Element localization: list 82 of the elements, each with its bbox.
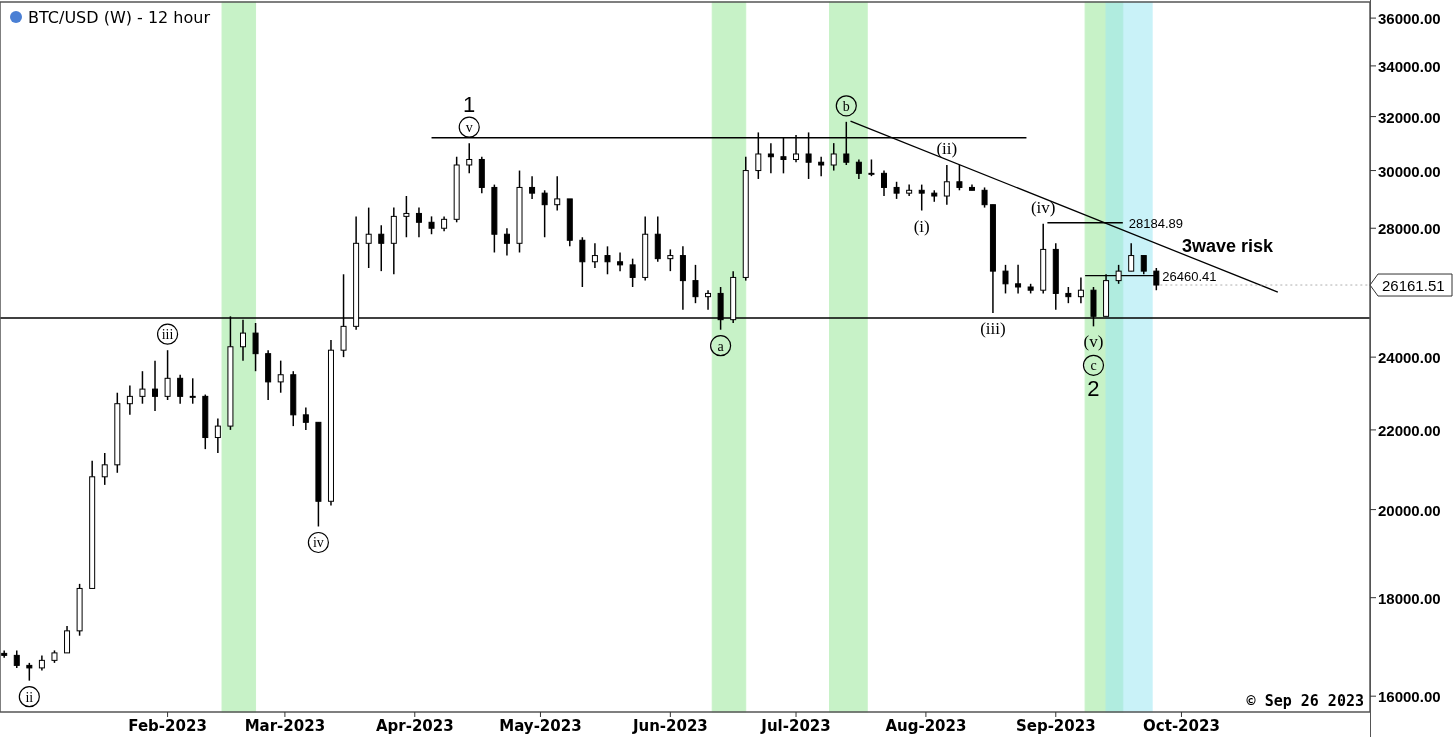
annotation: 1 (463, 92, 476, 118)
candlestick (818, 155, 825, 177)
x-tick-label: Jul-2023 (760, 717, 831, 735)
candlestick (164, 349, 171, 401)
annotation: iii (161, 327, 174, 343)
y-tick-label: 30000.00 (1378, 162, 1441, 180)
candlestick (403, 195, 410, 238)
candlestick (629, 257, 636, 288)
candlestick (1077, 276, 1084, 304)
candlestick (918, 183, 925, 212)
candlestick (277, 359, 284, 394)
candlestick (579, 236, 586, 288)
candlestick (554, 175, 561, 212)
annotation: (i) (913, 216, 930, 236)
annotation: 3wave risk (1182, 235, 1275, 256)
annotation: b (842, 98, 850, 114)
candlestick (64, 625, 71, 654)
candlestick (767, 142, 774, 175)
candlestick (302, 406, 309, 431)
y-tick-label: 18000.00 (1378, 589, 1441, 607)
candlestick (415, 206, 422, 238)
candlestick (126, 384, 133, 416)
annotation: 2 (1087, 376, 1100, 402)
y-tick-label: 20000.00 (1378, 501, 1441, 519)
candlestick (943, 164, 950, 206)
x-tick-label: Sep-2023 (1015, 717, 1096, 735)
y-tick-label: 22000.00 (1378, 421, 1441, 439)
candlestick (503, 227, 510, 257)
candlestick (1, 649, 8, 659)
x-tick-label: May-2023 (499, 717, 582, 735)
y-tick-label: 32000.00 (1378, 108, 1441, 126)
y-tick-label: 34000.00 (1378, 57, 1441, 75)
annotation: c (1090, 358, 1097, 374)
y-tick-label: 24000.00 (1378, 349, 1441, 367)
annotation: ii (25, 689, 34, 705)
candlestick (252, 322, 259, 372)
candlestick (1015, 264, 1022, 295)
x-tick-label: Jun-2023 (631, 717, 708, 735)
annotation: 28184.89 (1128, 215, 1184, 231)
x-tick-label: Mar-2023 (244, 717, 326, 735)
candlestick (365, 206, 372, 269)
candlestick (667, 248, 674, 272)
x-tick-label: Feb-2023 (128, 717, 207, 735)
annotation: v (465, 120, 473, 136)
candlestick (956, 164, 963, 192)
candlestick (177, 373, 184, 405)
y-tick-label: 36000.00 (1378, 10, 1441, 28)
candlestick (705, 289, 712, 311)
candlestick (855, 158, 862, 180)
candlestick (591, 242, 598, 269)
x-tick-label: Apr-2023 (375, 717, 454, 735)
annotation: (ii) (936, 139, 958, 158)
candlestick (214, 417, 221, 454)
candlestick (617, 251, 624, 272)
candlestick (1002, 264, 1009, 295)
candlestick (881, 169, 888, 197)
candlestick (692, 264, 699, 304)
annotation: (iv) (1030, 197, 1056, 217)
candlestick (466, 142, 473, 175)
annotation: 26460.41 (1162, 268, 1217, 284)
y-tick-label: 16000.00 (1378, 688, 1441, 706)
candlestick (604, 245, 611, 276)
annotation: a (717, 338, 725, 354)
x-tick-label: Oct-2023 (1143, 717, 1220, 735)
candlestick (101, 452, 108, 486)
candlestick (529, 175, 536, 200)
candlestick (1128, 242, 1135, 272)
y-tick-label: 28000.00 (1378, 220, 1441, 238)
annotation: (iii) (980, 319, 1006, 339)
candlestick (541, 189, 548, 238)
annotation: (v) (1083, 332, 1104, 352)
x-tick-label: Aug-2023 (885, 717, 967, 735)
annotation: © Sep 26 2023 (1246, 692, 1364, 710)
candlestick (830, 142, 837, 172)
annotation: iv (312, 535, 324, 551)
candlestick (139, 370, 146, 405)
candlestick (378, 224, 385, 272)
annotation: 26161.51 (1382, 277, 1445, 295)
candlestick (981, 186, 988, 209)
chart-title: BTC/USD (W) - 12 hour (28, 8, 211, 27)
candlestick (152, 359, 159, 412)
candlestick (189, 377, 196, 405)
